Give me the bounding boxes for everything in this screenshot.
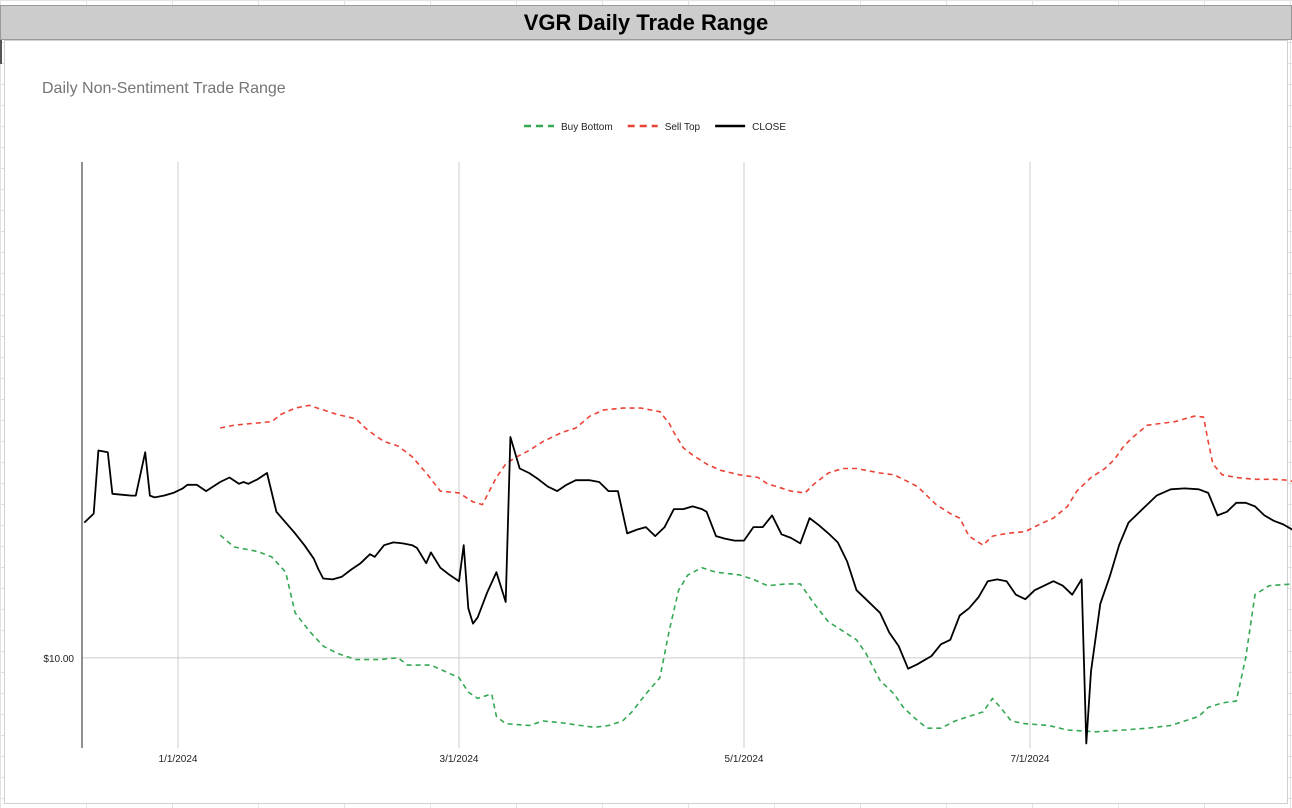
chart-gridlines [82,162,1248,748]
chart-frame[interactable] [4,40,1288,804]
x-tick-label: 7/1/2024 [1011,754,1050,765]
chart-title: Daily Non-Sentiment Trade Range [42,80,286,97]
sheet-title-bar: VGR Daily Trade Range [0,5,1292,40]
x-tick-label: 5/1/2024 [725,754,764,765]
legend-label: Buy Bottom [561,122,613,133]
series-line-close [83,436,1292,745]
series-line-buy-bottom [219,534,1292,733]
legend-label: Sell Top [665,122,701,133]
chart-legend: Buy Bottom Sell Top CLOSE [524,122,786,133]
legend-label: CLOSE [752,122,786,133]
chart-series [83,404,1292,745]
series-line-sell-top [220,404,1292,547]
chart-tick-labels: 1/1/2024 3/1/2024 5/1/2024 7/1/2024 $10.00 [43,654,1049,765]
y-tick-label: $10.00 [43,654,74,665]
row-selection-marker [0,40,2,64]
x-tick-label: 1/1/2024 [159,754,198,765]
sheet-title: VGR Daily Trade Range [523,9,769,35]
x-tick-label: 3/1/2024 [440,754,479,765]
